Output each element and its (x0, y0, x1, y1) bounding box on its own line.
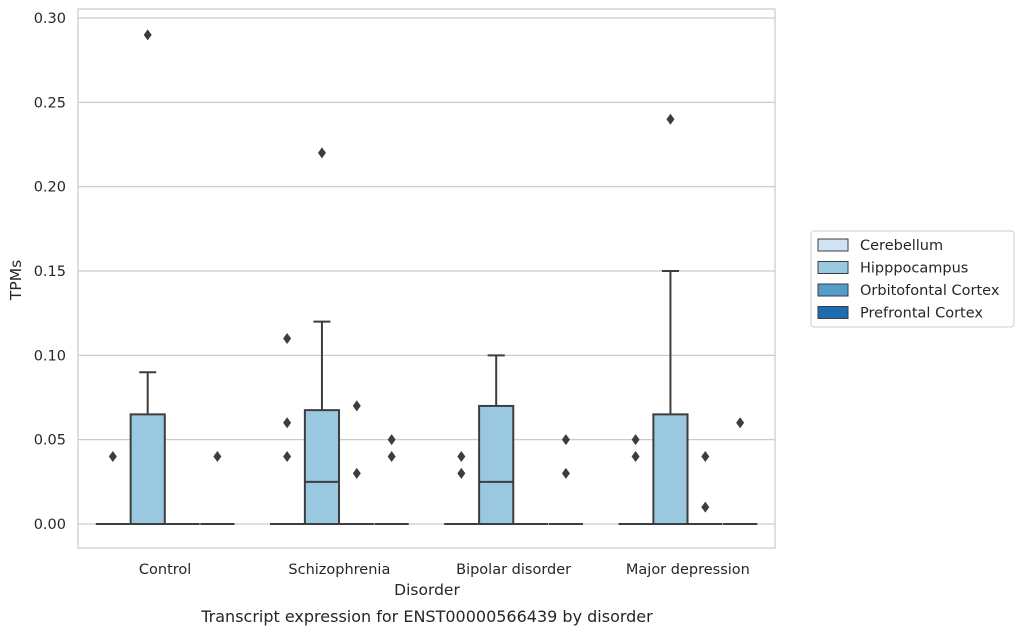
box-iqr (129, 413, 166, 525)
box-iqr (652, 413, 689, 525)
plot-area (95, 29, 758, 525)
y-tick-label: 0.10 (34, 348, 66, 364)
outlier-point (457, 451, 466, 463)
y-tick-label: 0.30 (34, 11, 66, 27)
outlier-point (143, 29, 152, 41)
x-tick-label: Schizophrenia (288, 562, 390, 578)
box-hipppocampus (129, 29, 166, 525)
legend-swatch (817, 306, 849, 319)
legend-frame (810, 230, 1015, 328)
box-hipppocampus (652, 113, 689, 525)
outlier-point (666, 113, 675, 125)
box-iqr (478, 404, 515, 525)
box-cerebellum (270, 332, 305, 525)
outlier-point (352, 467, 361, 479)
outlier-point (213, 451, 222, 463)
legend-label: Orbitofontal Cortex (860, 283, 1000, 299)
box-prefrontal-cortex (723, 417, 758, 525)
legend-label: Cerebellum (860, 238, 943, 254)
box-cerebellum (618, 434, 653, 525)
chart-caption: Transcript expression for ENST0000056643… (200, 607, 653, 626)
legend: Cerebellum Hipppocampus Orbitofontal Corte… (810, 230, 1015, 328)
box-orbitofontal-cortex (339, 400, 374, 525)
outlier-point (701, 451, 710, 463)
outlier-point (701, 501, 710, 513)
box-prefrontal-cortex (548, 434, 583, 525)
outlier-point (352, 400, 361, 412)
y-tick-label: 0.20 (34, 180, 66, 196)
y-tick-label: 0.15 (34, 264, 66, 280)
y-axis-ticks: 0.00 0.05 0.10 0.15 0.20 0.25 0.30 (34, 11, 66, 533)
outlier-point (387, 434, 396, 446)
box-iqr (303, 409, 341, 525)
outlier-point (736, 417, 745, 429)
box-prefrontal-cortex (374, 434, 409, 525)
gridlines (78, 17, 775, 525)
box-orbitofontal-cortex (688, 451, 723, 525)
y-tick-label: 0.00 (34, 517, 66, 533)
y-tick-label: 0.25 (34, 95, 66, 111)
box-hipppocampus (478, 354, 515, 525)
plot-frame (77, 8, 776, 549)
outlier-point (457, 467, 466, 479)
outlier-point (283, 332, 292, 344)
x-tick-label: Control (139, 562, 191, 578)
x-tick-label: Major depression (626, 562, 750, 578)
outlier-point (283, 451, 292, 463)
legend-label: Prefrontal Cortex (860, 306, 983, 322)
box-cerebellum (95, 451, 130, 525)
outlier-point (561, 467, 570, 479)
outlier-point (631, 451, 640, 463)
legend-swatch (817, 283, 849, 297)
outlier-point (387, 451, 396, 463)
outlier-point (108, 451, 117, 463)
x-tick-label: Bipolar disorder (456, 562, 571, 578)
y-tick-label: 0.05 (34, 433, 66, 449)
legend-swatch (817, 261, 849, 274)
legend-swatch (817, 238, 849, 252)
box-hipppocampus (303, 147, 341, 525)
box-cerebellum (444, 451, 479, 525)
box-prefrontal-cortex (200, 451, 235, 525)
x-axis-ticks: Control Schizophrenia Bipolar disorder Majo… (139, 562, 750, 578)
outlier-point (317, 147, 326, 159)
outlier-point (561, 434, 570, 446)
legend-label: Hipppocampus (860, 261, 968, 277)
outlier-point (631, 434, 640, 446)
y-axis-label: TPMs (7, 260, 25, 301)
outlier-point (283, 417, 292, 429)
x-axis-label: Disorder (394, 581, 460, 599)
